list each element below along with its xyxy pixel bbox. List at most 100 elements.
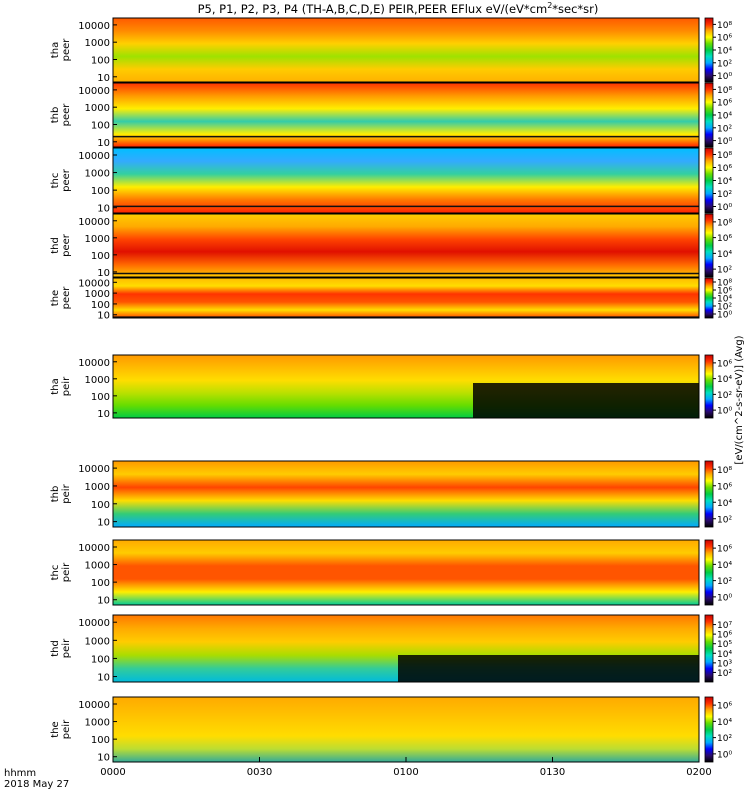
figure-title: P5, P1, P2, P3, P4 (TH-A,B,C,D,E) PEIR,P… (198, 1, 599, 16)
colorbar-tick-label: 10² (717, 577, 732, 587)
panel-frame (112, 539, 700, 606)
panel-frame (112, 147, 700, 214)
colorbar-tick-label: 10⁴ (717, 112, 732, 122)
y-tick-label: 10 (97, 518, 110, 529)
colorbar (704, 147, 714, 214)
y-tick-label: 10 (97, 268, 110, 279)
colorbar-tick-label: 10⁰ (717, 593, 732, 603)
spectrogram-image (113, 148, 699, 213)
panel-the-peir: 10000 1000 100 10 thepeir 10⁶ 10⁴ 10² 10⁰ (50, 696, 732, 764)
x-units-label: hhmm (4, 768, 36, 779)
colorbar-tick-label: 10⁴ (717, 250, 732, 260)
y-tick-label: 1000 (85, 718, 110, 729)
y-tick-label: 10000 (78, 278, 110, 289)
y-tick-label: 10000 (78, 543, 110, 554)
colorbar-tick-label: 10⁴ (717, 177, 732, 187)
panel-probe: tha (50, 378, 61, 394)
panel-tha-peer: 10000 1000 100 10 thapeer 10⁸ 10⁶ 10⁴ 10² 10⁰ (50, 17, 732, 84)
time-axis: hhmm 2018 May 27 0000 0030 0100 0130 0200 (4, 757, 712, 790)
panel-frame (112, 213, 700, 278)
x-tick-label: 0030 (247, 767, 272, 778)
colorbar-tick-label: 10² (717, 266, 732, 276)
colorbar-tick-label: 10² (717, 734, 732, 744)
colorbar-tick-label: 10⁴ (717, 47, 732, 57)
panel-frame (112, 614, 700, 683)
y-tick-label: 10 (97, 138, 110, 149)
panel-label: thdpeir (50, 638, 72, 658)
x-date-label: 2018 May 27 (4, 779, 69, 790)
y-tick-label: 10 (97, 596, 110, 607)
colorbar-tick-label: 10² (717, 515, 732, 525)
colorbar-tick-label: 10⁰ (717, 407, 732, 417)
panel-species: peir (61, 376, 72, 396)
panel-species: peer (61, 168, 72, 192)
panel-species: peer (61, 286, 72, 310)
panel-label: thcpeer (50, 168, 72, 192)
y-tick-label: 10000 (78, 86, 110, 97)
colorbar (704, 82, 714, 148)
colorbar-tick-label: 10⁶ (717, 99, 732, 109)
panel-probe: thb (50, 107, 61, 124)
colorbar-tick-label: 10² (717, 190, 732, 200)
y-tick-label: 1000 (85, 482, 110, 493)
panel-frame (112, 17, 700, 83)
colorbar-tick-label: 10⁶ (717, 545, 732, 555)
colorbar-tick-label: 10² (717, 124, 732, 134)
colorbar-tick-label: 10⁷ (717, 621, 732, 631)
x-tick-label: 0130 (540, 767, 565, 778)
colorbar-tick-label: 10⁰ (717, 137, 732, 147)
x-tick-label: 0000 (100, 767, 125, 778)
panel-probe: tha (50, 42, 61, 58)
y-tick-label: 100 (91, 55, 110, 66)
y-tick-label: 100 (91, 500, 110, 511)
colorbar-tick-label: 10⁴ (717, 499, 732, 509)
spectrogram-panels: 10000100010010thapeer10⁸10⁶10⁴10²10⁰1000… (50, 17, 732, 764)
colorbar-tick-label: 10² (717, 669, 732, 679)
y-tick-label: 1000 (85, 561, 110, 572)
spectrogram-image (113, 214, 699, 277)
panel-label: thapeer (50, 38, 72, 62)
colorbar-units-label: [eV/(cm^2-s-sr-eV)] (Avg) (734, 335, 745, 464)
colorbar (704, 539, 714, 606)
colorbar-tick-label: 10⁰ (717, 203, 732, 213)
colorbar-tick-label: 10⁴ (717, 561, 732, 571)
panel-thb-peer: 10000 1000 100 10 thbpeer 10⁸ 10⁶ 10⁴ 10² 10⁰ (50, 82, 732, 149)
panel-label: thepeer (50, 286, 72, 310)
panel-probe: thb (50, 486, 61, 503)
colorbar-tick-label: 10⁵ (717, 640, 732, 650)
colorbar-tick-label: 10³ (717, 659, 732, 669)
svg-text:[eV/(cm^2-s-sr-eV)] (Avg): [eV/(cm^2-s-sr-eV)] (Avg) (734, 335, 745, 464)
panel-frame (112, 460, 700, 528)
y-tick-label: 1000 (85, 103, 110, 114)
colorbar-tick-label: 10⁸ (717, 218, 732, 228)
colorbar-tick-label: 10⁰ (717, 72, 732, 82)
y-tick-label: 10 (97, 73, 110, 84)
colorbar-tick-label: 10⁶ (717, 34, 732, 44)
spectrogram-image (113, 18, 699, 82)
y-tick-label: 100 (91, 120, 110, 131)
colorbar-tick-label: 10⁴ (717, 718, 732, 728)
x-tick-label: 0100 (393, 767, 418, 778)
panel-species: peir (61, 562, 72, 582)
panel-thc-peer: 10000 1000 100 10 thcpeer 10⁸ 10⁶ 10⁴ 10² 10⁰ (50, 147, 732, 215)
y-tick-label: 10000 (78, 358, 110, 369)
y-tick-label: 1000 (85, 234, 110, 245)
spectrogram-image (113, 540, 699, 605)
colorbar (704, 213, 714, 278)
y-tick-label: 1000 (85, 38, 110, 49)
colorbar-tick-label: 10⁶ (717, 482, 732, 492)
y-tick-label: 100 (91, 392, 110, 403)
colorbar-tick-label: 10² (717, 59, 732, 69)
panel-probe: thd (50, 237, 61, 254)
no-data-region (473, 383, 699, 418)
y-tick-label: 10000 (78, 464, 110, 475)
spectrogram-image (113, 83, 699, 147)
colorbar-tick-label: 10⁴ (717, 650, 732, 660)
y-tick-label: 100 (91, 300, 110, 311)
colorbar-tick-label: 10⁸ (717, 21, 732, 31)
y-tick-label: 100 (91, 735, 110, 746)
colorbar-tick-label: 10⁰ (717, 750, 732, 760)
panel-label: thcpeir (50, 562, 72, 582)
